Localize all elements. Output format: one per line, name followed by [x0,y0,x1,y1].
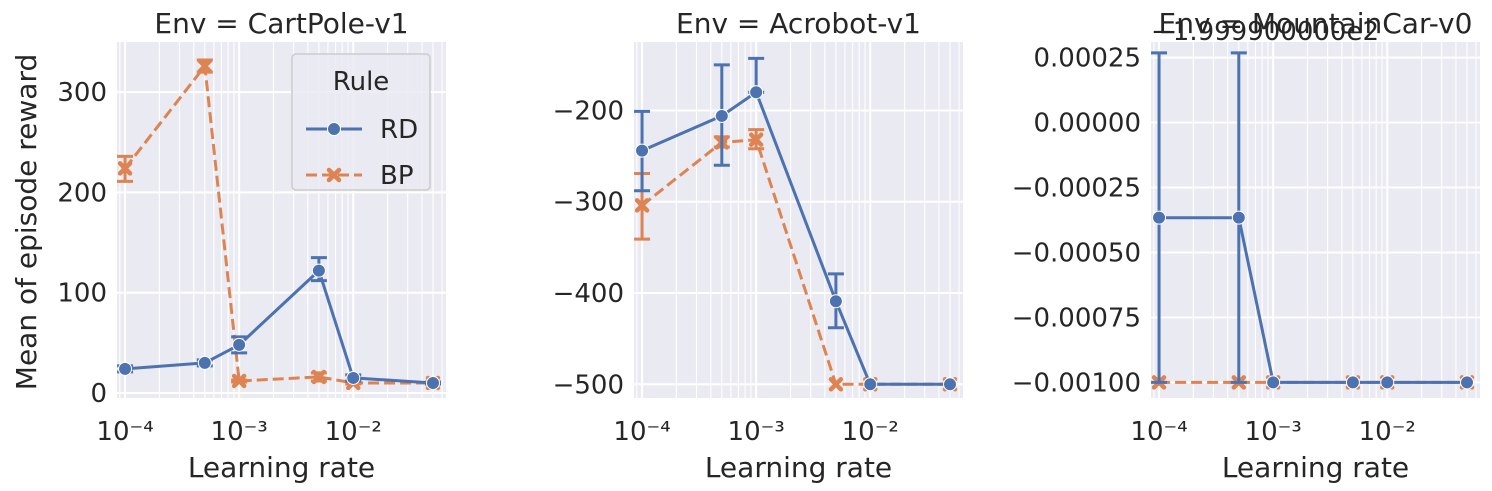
legend-marker-bp [326,167,342,183]
y-tick-label: −300 [553,188,624,218]
legend-title: Rule [333,67,390,97]
data-point [311,369,327,385]
series-line-rd [124,269,434,385]
x-tick-label: 10⁻⁴ [613,417,670,447]
y-tick-label: 0 [90,379,107,409]
data-point [1345,375,1360,390]
y-tick-label: 100 [57,279,107,309]
data-point [634,198,650,213]
data-point [863,377,878,392]
panel-3: 10⁻⁴ 10⁻³ 10⁻² −0.00100 −0.00075 −0.00050 −0.0… [1012,7,1480,484]
series-line-bp [123,64,433,385]
x-axis-label: Learning rate [188,451,375,484]
data-point [1459,375,1474,390]
y-tick-label: 200 [57,178,107,208]
y-tick-label: 0.00000 [1033,109,1141,139]
x-tick-label: 10⁻⁴ [1130,417,1187,447]
x-tick-label: 10⁻³ [1245,417,1302,447]
data-point [1380,375,1395,390]
legend: Rule RD BP [291,53,431,191]
x-tick-label: 10⁻² [1359,417,1416,447]
legend-box [291,53,431,191]
panel-title: Env = CartPole-v1 [154,7,408,40]
y-tick-label: −0.00075 [1012,303,1141,333]
data-point [117,161,133,176]
data-point [635,143,650,158]
data-point [1231,210,1246,225]
data-point [197,355,212,370]
legend-label-bp: BP [380,161,414,191]
data-point [1152,210,1167,225]
x-tick-label: 10⁻³ [728,417,785,447]
figure-ylabel: Mean of episode reward [10,54,43,390]
x-tick-label: 10⁻⁴ [96,417,153,447]
data-point [749,85,764,100]
x-axis-label: Learning rate [705,451,892,484]
x-tick-label: 10⁻² [842,417,899,447]
panel-title: Env = MountainCar-v0 [1159,7,1473,40]
data-point [828,377,844,392]
chart-panels: 10⁻⁴ 10⁻³ 10⁻² 0 100 200 300 Learning rate Env =… [57,7,1480,484]
series-line-rd [641,90,950,386]
y-tick-label: −0.00050 [1012,238,1141,268]
plot-area [634,42,963,398]
y-tick-label: −500 [553,370,624,400]
y-tick-label: −0.00025 [1012,174,1141,204]
y-tick-label: 300 [57,78,107,108]
y-offset-label: −1.999900000e2 [1151,17,1379,47]
data-point [197,58,213,74]
panel-1: 10⁻⁴ 10⁻³ 10⁻² 0 100 200 300 Learning rate Env =… [57,7,446,484]
data-point [425,375,440,390]
data-point [231,373,247,389]
data-point [942,377,957,392]
y-tick-label: −0.00100 [1012,368,1141,398]
series-rd [117,256,441,390]
legend-label-rd: RD [380,115,418,145]
data-point [232,337,247,352]
data-point [828,294,843,309]
x-tick-label: 10⁻³ [211,417,268,447]
y-tick-label: 0.00025 [1033,44,1141,74]
legend-marker-rd [327,122,341,136]
y-tick-label: −200 [553,96,624,126]
data-point [748,132,764,147]
x-tick-label: 10⁻² [325,417,382,447]
panel-2: 10⁻⁴ 10⁻³ 10⁻² −500 −400 −300 −200 Learning rat… [553,7,963,484]
series-rd [1151,51,1474,390]
panel-title: Env = Acrobot-v1 [676,7,921,40]
data-point [1266,375,1281,390]
series-rd [634,56,957,392]
plot-area [1151,42,1480,398]
data-point [118,361,133,376]
x-axis-label: Learning rate [1222,451,1409,484]
data-point [311,263,326,278]
y-tick-label: −400 [553,279,624,309]
data-point [346,370,361,385]
series-line-rd [1159,216,1467,384]
data-point [714,108,729,123]
